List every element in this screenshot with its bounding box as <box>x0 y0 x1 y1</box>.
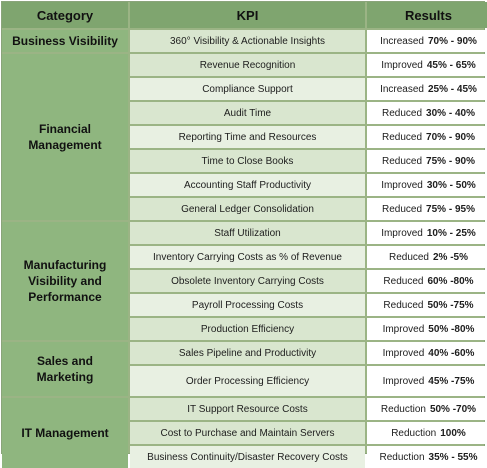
result-value: 10% - 25% <box>426 227 476 239</box>
result-cell: Reduced 50% -75% <box>367 294 487 316</box>
header-kpi: KPI <box>130 2 365 28</box>
result-cell: Reduced 70% - 90% <box>367 126 487 148</box>
result-value: 70% - 90% <box>426 131 475 143</box>
result-value: 45% - 65% <box>426 59 476 71</box>
category-financial-management: Financial Management <box>2 54 128 220</box>
result-label: Improved <box>382 323 425 335</box>
kpi-cell: Reporting Time and Resources <box>130 126 365 148</box>
kpi-cell: Time to Close Books <box>130 150 365 172</box>
result-label: Reduced <box>383 275 424 287</box>
kpi-cell: Inventory Carrying Costs as % of Revenue <box>130 246 365 268</box>
result-cell: Improved 10% - 25% <box>367 222 487 244</box>
kpi-cell: Audit Time <box>130 102 365 124</box>
result-value: 75% - 95% <box>426 203 475 215</box>
result-value: 50% -70% <box>429 403 477 415</box>
result-label: Reduced <box>382 131 423 143</box>
result-label: Improved <box>382 375 425 387</box>
result-cell: Reduced 60% -80% <box>367 270 487 292</box>
category-business-visibility: Business Visibility <box>2 30 128 52</box>
result-label: Improved <box>382 347 425 359</box>
result-label: Improved <box>381 59 423 71</box>
kpi-cell: 360° Visibility & Actionable Insights <box>130 30 365 52</box>
result-value: 2% -5% <box>433 251 469 263</box>
result-label: Reduction <box>379 451 425 463</box>
result-label: Reduced <box>388 251 429 263</box>
result-label: Improved <box>381 227 423 239</box>
result-label: Increased <box>380 35 424 47</box>
result-label: Reduced <box>383 299 424 311</box>
kpi-cell: Sales Pipeline and Productivity <box>130 342 365 364</box>
kpi-cell: Staff Utilization <box>130 222 365 244</box>
kpi-cell: Compliance Support <box>130 78 365 100</box>
result-value: 30% - 40% <box>426 107 475 119</box>
result-label: Reduced <box>382 203 423 215</box>
result-cell: Improved 30% - 50% <box>367 174 487 196</box>
kpi-cell: Production Efficiency <box>130 318 365 340</box>
result-value: 60% -80% <box>427 275 474 287</box>
result-label: Increased <box>380 83 424 95</box>
result-cell: Improved 45% -75% <box>367 366 487 396</box>
result-cell: Reduced 2% -5% <box>367 246 487 268</box>
result-value: 75% - 90% <box>426 155 475 167</box>
result-cell: Reduction 100% <box>367 422 487 444</box>
result-cell: Reduction 35% - 55% <box>367 446 487 468</box>
kpi-cell: Order Processing Efficiency <box>130 366 365 396</box>
category-sales-marketing: Sales and Marketing <box>2 342 128 396</box>
result-label: Improved <box>381 179 423 191</box>
result-value: 45% -75% <box>428 375 475 387</box>
result-cell: Reduction 50% -70% <box>367 398 487 420</box>
kpi-cell: Business Continuity/Disaster Recovery Co… <box>130 446 365 468</box>
kpi-cell: Obsolete Inventory Carrying Costs <box>130 270 365 292</box>
result-cell: Reduced 30% - 40% <box>367 102 487 124</box>
result-cell: Reduced 75% - 95% <box>367 198 487 220</box>
result-value: 40% -60% <box>428 347 475 359</box>
kpi-cell: Payroll Processing Costs <box>130 294 365 316</box>
result-cell: Increased 70% - 90% <box>367 30 487 52</box>
header-category: Category <box>2 2 128 28</box>
result-value: 30% - 50% <box>426 179 476 191</box>
result-label: Reduced <box>382 107 423 119</box>
result-value: 50% -75% <box>427 299 474 311</box>
result-cell: Improved 45% - 65% <box>367 54 487 76</box>
kpi-cell: IT Support Resource Costs <box>130 398 365 420</box>
result-cell: Reduced 75% - 90% <box>367 150 487 172</box>
result-value: 70% - 90% <box>428 35 477 47</box>
result-value: 100% <box>440 427 466 439</box>
result-cell: Increased 25% - 45% <box>367 78 487 100</box>
result-cell: Improved 40% -60% <box>367 342 487 364</box>
kpi-cell: Revenue Recognition <box>130 54 365 76</box>
kpi-cell: Accounting Staff Productivity <box>130 174 365 196</box>
result-label: Reduction <box>391 427 437 439</box>
kpi-cell: General Ledger Consolidation <box>130 198 365 220</box>
result-value: 25% - 45% <box>428 83 477 95</box>
result-cell: Improved 50% -80% <box>367 318 487 340</box>
result-label: Reduced <box>382 155 423 167</box>
result-value: 35% - 55% <box>428 451 478 463</box>
category-it-management: IT Management <box>2 398 128 468</box>
header-results: Results <box>367 2 487 28</box>
result-value: 50% -80% <box>428 323 475 335</box>
result-label: Reduction <box>380 403 426 415</box>
kpi-cell: Cost to Purchase and Maintain Servers <box>130 422 365 444</box>
category-manufacturing: Manufacturing Visibility and Performance <box>2 222 128 340</box>
